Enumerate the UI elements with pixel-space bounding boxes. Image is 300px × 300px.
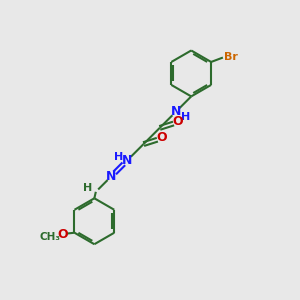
Text: N: N — [106, 170, 116, 183]
Text: N: N — [171, 105, 181, 118]
Text: H: H — [83, 183, 92, 193]
Text: O: O — [156, 131, 166, 144]
Text: CH₃: CH₃ — [40, 232, 61, 242]
Text: H: H — [181, 112, 190, 122]
Text: O: O — [57, 228, 68, 241]
Text: O: O — [172, 115, 183, 128]
Text: N: N — [122, 154, 133, 167]
Text: Br: Br — [224, 52, 238, 62]
Text: H: H — [114, 152, 123, 162]
